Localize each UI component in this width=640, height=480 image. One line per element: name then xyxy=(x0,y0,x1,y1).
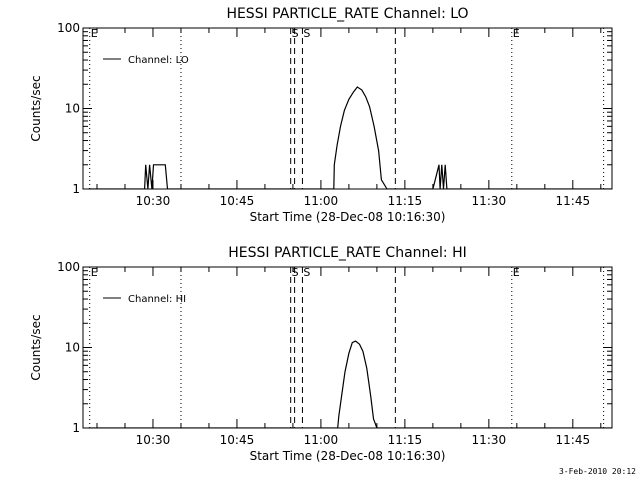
chart-title: HESSI PARTICLE_RATE Channel: HI xyxy=(228,245,466,261)
x-tick-label: 11:00 xyxy=(304,194,339,208)
event-marker-label: E xyxy=(513,27,520,40)
x-tick-label: 11:45 xyxy=(556,433,591,447)
x-tick-label: 11:15 xyxy=(388,433,423,447)
event-marker-label: S xyxy=(303,266,310,279)
y-tick-label: 1 xyxy=(72,421,80,435)
y-axis-label: Counts/sec xyxy=(29,314,43,380)
event-marker-label: E xyxy=(513,266,520,279)
x-tick-label: 11:45 xyxy=(556,194,591,208)
event-marker-label: S xyxy=(292,27,299,40)
x-tick-label: 11:00 xyxy=(304,433,339,447)
y-tick-label: 1 xyxy=(72,182,80,196)
footer-timestamp: 3-Feb-2010 20:12 xyxy=(559,467,636,476)
x-tick-label: 11:30 xyxy=(472,433,507,447)
event-marker-label: S xyxy=(292,266,299,279)
chart-title: HESSI PARTICLE_RATE Channel: LO xyxy=(226,6,468,22)
x-tick-label: 10:45 xyxy=(220,194,255,208)
legend-label: Channel: LO xyxy=(128,55,189,66)
x-tick-label: 10:30 xyxy=(136,433,171,447)
y-tick-label: 100 xyxy=(57,21,80,35)
series-line xyxy=(88,340,612,428)
y-tick-label: 10 xyxy=(65,102,80,116)
x-tick-label: 10:30 xyxy=(136,194,171,208)
legend-label: Channel: HI xyxy=(128,294,186,305)
x-tick-label: 11:15 xyxy=(388,194,423,208)
event-marker-label: S xyxy=(303,27,310,40)
plot-frame xyxy=(82,266,613,429)
x-tick-label: 10:45 xyxy=(220,433,255,447)
y-tick-label: 10 xyxy=(65,341,80,355)
event-marker-label: E xyxy=(91,266,98,279)
y-tick-label: 100 xyxy=(57,260,80,274)
y-axis-label: Counts/sec xyxy=(29,75,43,141)
x-tick-label: 11:30 xyxy=(472,194,507,208)
event-marker-label: E xyxy=(91,27,98,40)
x-axis-label: Start Time (28-Dec-08 10:16:30) xyxy=(250,210,446,224)
x-axis-label: Start Time (28-Dec-08 10:16:30) xyxy=(250,449,446,463)
series-line xyxy=(88,86,612,189)
